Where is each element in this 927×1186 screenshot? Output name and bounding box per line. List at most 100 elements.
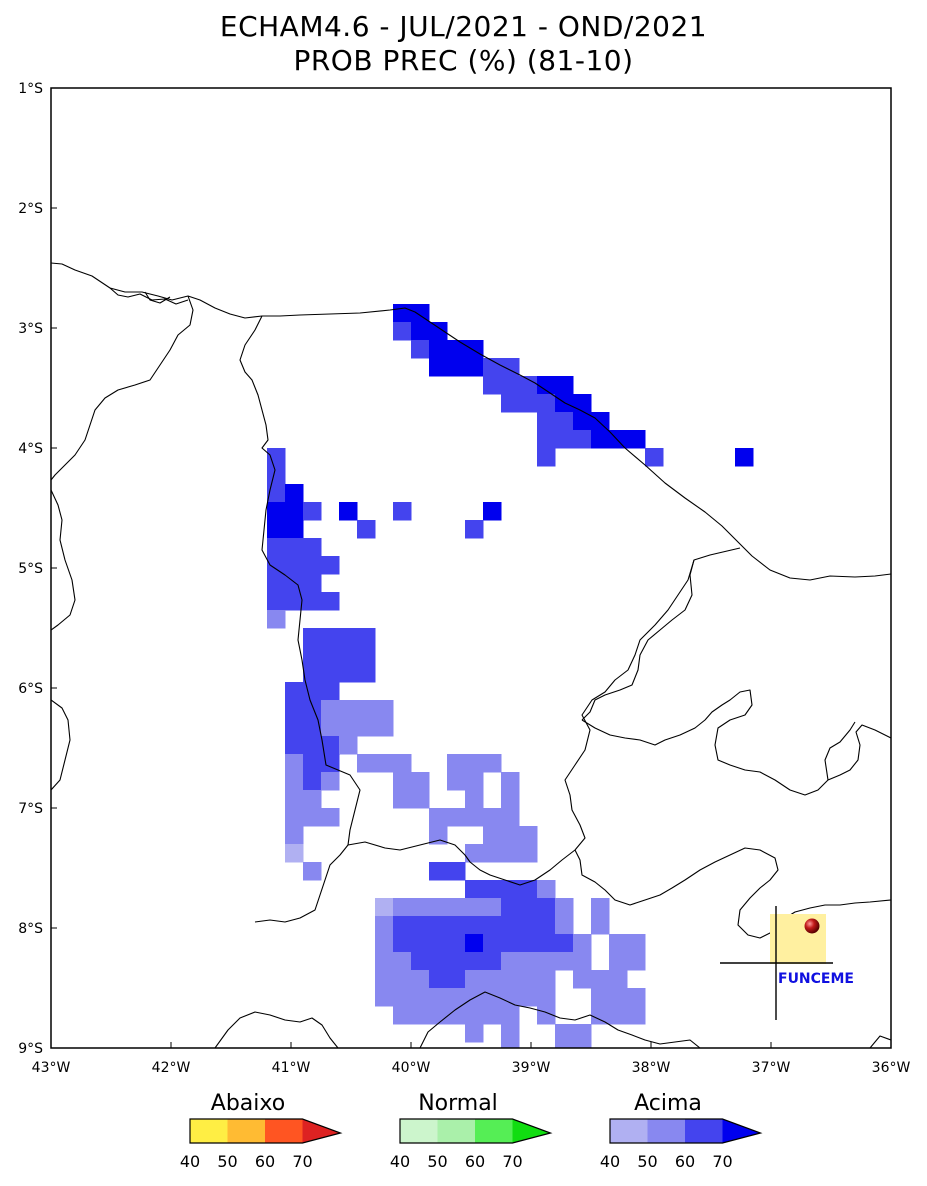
probability-cell <box>483 358 502 377</box>
probability-cell <box>429 898 448 917</box>
lon-tick-label: 36°W <box>872 1060 911 1076</box>
probability-cell <box>393 898 412 917</box>
probability-cell <box>465 952 484 971</box>
probability-cell <box>609 1006 628 1025</box>
probability-cell <box>555 898 574 917</box>
probability-cell <box>375 898 394 917</box>
probability-cell <box>285 700 304 719</box>
probability-cell <box>501 376 520 395</box>
probability-cell <box>519 970 538 989</box>
probability-cell <box>321 718 340 737</box>
probability-cell <box>411 304 430 323</box>
probability-cell <box>483 844 502 863</box>
probability-cell <box>321 664 340 683</box>
probability-cell <box>465 808 484 827</box>
probability-cell <box>519 952 538 971</box>
probability-cell <box>393 1006 412 1025</box>
probability-cell <box>501 1042 520 1048</box>
probability-cell <box>573 952 592 971</box>
probability-cell <box>267 610 286 629</box>
chart-subtitle: PROB PREC (%) (81-10) <box>293 44 634 77</box>
legend-tick-label: 70 <box>292 1152 312 1171</box>
lon-tick-label: 42°W <box>152 1060 191 1076</box>
legend-title: Normal <box>418 1091 498 1116</box>
probability-cell <box>519 988 538 1007</box>
legend-normal: Normal 40 50 60 70 <box>390 1091 553 1171</box>
probability-cell <box>537 952 556 971</box>
probability-cell <box>483 1006 502 1025</box>
probability-cells <box>267 304 754 1048</box>
probability-cell <box>303 628 322 647</box>
probability-cell <box>321 592 340 611</box>
probability-cell <box>357 754 376 773</box>
probability-cell <box>357 718 376 737</box>
probability-cell <box>609 430 628 449</box>
legend-tick-label: 50 <box>217 1152 237 1171</box>
probability-cell <box>537 412 556 431</box>
probability-cell <box>609 952 628 971</box>
legend-title: Abaixo <box>211 1091 285 1116</box>
probability-cell <box>375 916 394 935</box>
probability-cell <box>591 430 610 449</box>
probability-cell <box>465 754 484 773</box>
probability-cell <box>393 934 412 953</box>
lon-tick-label: 39°W <box>512 1060 551 1076</box>
probability-cell <box>357 628 376 647</box>
probability-cell <box>375 988 394 1007</box>
probability-cell <box>735 448 754 467</box>
probability-cell <box>393 988 412 1007</box>
probability-cell <box>285 682 304 701</box>
probability-cell <box>519 844 538 863</box>
probability-cell <box>555 412 574 431</box>
probability-cell <box>627 430 646 449</box>
probability-cell <box>519 394 538 413</box>
probability-cell <box>375 970 394 989</box>
probability-cell <box>285 736 304 755</box>
probability-cell <box>573 394 592 413</box>
probability-cell <box>465 1006 484 1025</box>
probability-cell <box>519 376 538 395</box>
probability-cell <box>465 934 484 953</box>
probability-cell <box>303 646 322 665</box>
legend-title: Acima <box>634 1091 702 1116</box>
probability-cell <box>357 700 376 719</box>
probability-cell <box>447 808 466 827</box>
probability-cell <box>573 1042 592 1048</box>
probability-cell <box>393 772 412 791</box>
probability-cell <box>537 934 556 953</box>
probability-cell <box>501 898 520 917</box>
lon-tick-label: 43°W <box>32 1060 71 1076</box>
legend-swatch <box>437 1119 475 1143</box>
probability-cell <box>411 1006 430 1025</box>
legend-tick-label: 70 <box>712 1152 732 1171</box>
probability-cell <box>609 988 628 1007</box>
probability-cell <box>537 970 556 989</box>
probability-cell <box>501 970 520 989</box>
probability-cell <box>447 772 466 791</box>
ceara-border <box>239 315 741 886</box>
probability-cell <box>411 772 430 791</box>
map-outlines <box>51 262 891 1048</box>
legend-tick-label: 60 <box>465 1152 485 1171</box>
legend-tick-label: 40 <box>600 1152 620 1171</box>
probability-cell <box>501 394 520 413</box>
probability-cell <box>429 934 448 953</box>
probability-cell <box>483 502 502 521</box>
probability-cell <box>465 880 484 899</box>
lat-tick-label: 4°S <box>18 441 43 457</box>
probability-cell <box>267 484 286 503</box>
legend-swatch <box>647 1119 685 1143</box>
probability-cell <box>285 772 304 791</box>
legend-tick-label: 60 <box>675 1152 695 1171</box>
probability-cell <box>483 376 502 395</box>
probability-cell <box>501 880 520 899</box>
probability-cell <box>303 772 322 791</box>
probability-cell <box>303 664 322 683</box>
probability-cell <box>411 340 430 359</box>
probability-cell <box>411 934 430 953</box>
probability-cell <box>465 898 484 917</box>
probability-cell <box>429 1006 448 1025</box>
probability-cell <box>321 682 340 701</box>
probability-cell <box>285 556 304 575</box>
